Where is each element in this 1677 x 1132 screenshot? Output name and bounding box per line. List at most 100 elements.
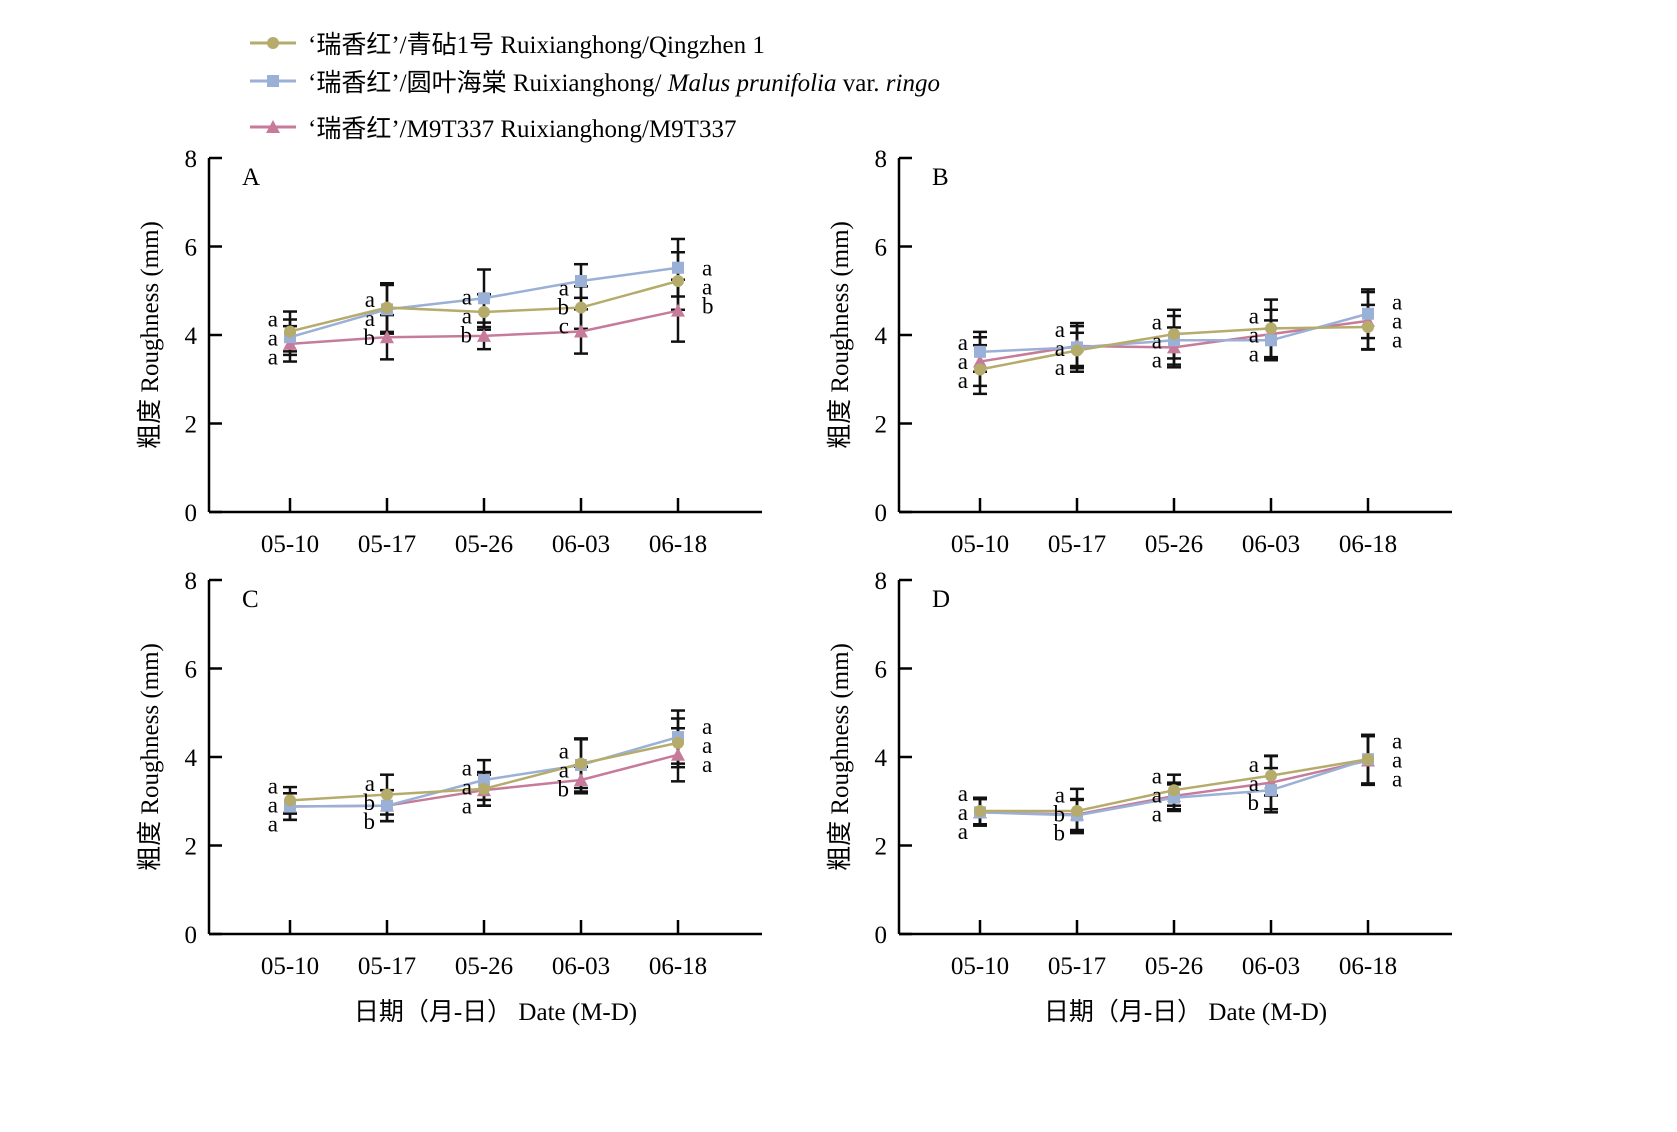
legend-item-prunifolia: ‘瑞香红’/圆叶海棠 Ruixianghong/ Malus prunifoli… <box>250 64 940 98</box>
panel-d: 0 2 4 6 8 05-10 05-17 05-26 06-03 06-18 粗度 Roughne… <box>826 568 1452 1026</box>
significance-letter: a <box>268 773 278 798</box>
x-tick-label: 05-10 <box>951 531 1009 558</box>
significance-letter: b <box>558 295 570 320</box>
significance-letter: a <box>1055 317 1065 342</box>
significance-letter: a <box>268 345 278 370</box>
x-tick-label: 05-17 <box>1048 953 1106 980</box>
data-point <box>1265 322 1277 335</box>
y-tick-label: 0 <box>185 500 198 527</box>
legend-label-qingzhen: ‘瑞香红’/青砧1号 Ruixianghong/Qingzhen 1 <box>308 25 765 61</box>
x-tick-label: 06-18 <box>649 953 707 980</box>
legend-label-part: Malus prunifolia <box>667 70 837 97</box>
x-tick-label: 05-10 <box>261 531 319 558</box>
significance-letter: a <box>958 819 968 844</box>
significance-letter: a <box>958 330 968 355</box>
significance-letter: a <box>462 303 472 328</box>
significance-letter: a <box>1392 309 1402 334</box>
data-point <box>1265 784 1277 797</box>
x-tick-label: 06-18 <box>1339 953 1397 980</box>
significance-letter: a <box>1152 348 1162 373</box>
legend-marker <box>266 120 280 133</box>
data-point <box>1265 769 1277 782</box>
y-tick-label: 4 <box>185 745 198 772</box>
data-point <box>381 799 393 812</box>
data-point <box>1362 753 1374 766</box>
data-point <box>478 782 490 795</box>
significance-letter: b <box>1054 821 1066 846</box>
data-point <box>381 301 393 314</box>
significance-letter: b <box>1248 790 1260 815</box>
data-point <box>574 773 588 787</box>
x-tick-label: 05-10 <box>261 953 319 980</box>
x-tick-label: 05-26 <box>1145 953 1203 980</box>
data-point <box>974 804 986 817</box>
panel-label: B <box>932 164 949 191</box>
legend-item-m9t337: ‘瑞香红’/M9T337 Ruixianghong/M9T337 <box>250 110 736 144</box>
y-tick-label: 2 <box>185 412 198 439</box>
significance-letter: a <box>268 326 278 351</box>
x-tick-label: 06-03 <box>1242 531 1300 558</box>
y-tick-label: 2 <box>875 834 888 861</box>
significance-letter: a <box>1249 771 1259 796</box>
significance-letter: a <box>462 774 472 799</box>
x-tick-label: 05-10 <box>951 953 1009 980</box>
y-tick-label: 2 <box>185 834 198 861</box>
significance-letter: c <box>559 314 569 339</box>
panel-a: 0 2 4 6 8 05-10 05-17 05-26 06-03 06-18 粗度 Roughne… <box>136 146 762 558</box>
y-tick-label: 6 <box>185 235 198 262</box>
data-point <box>973 354 987 368</box>
legend-label-part: var. <box>836 70 886 97</box>
x-tick-label: 06-18 <box>649 531 707 558</box>
significance-letter: a <box>958 349 968 374</box>
data-point <box>974 345 986 358</box>
significance-letter: a <box>268 792 278 817</box>
x-axis-label: 日期（月-日） Date (M-D) <box>354 998 637 1026</box>
data-point <box>477 328 491 342</box>
y-tick-label: 4 <box>185 323 198 350</box>
significance-letter: b <box>558 777 570 802</box>
panel-label: A <box>242 164 260 191</box>
legend-label-prunifolia: ‘瑞香红’/圆叶海棠 Ruixianghong/ Malus prunifoli… <box>308 63 940 99</box>
y-tick-label: 4 <box>875 323 888 350</box>
significance-letter: b <box>364 809 376 834</box>
data-point <box>1362 307 1374 320</box>
data-point <box>1362 321 1374 334</box>
legend-swatch-m9t337 <box>250 120 296 133</box>
x-tick-label: 06-03 <box>1242 953 1300 980</box>
x-tick-label: 06-03 <box>552 953 610 980</box>
x-tick-label: 05-17 <box>358 953 416 980</box>
y-tick-label: 4 <box>875 745 888 772</box>
significance-letter: a <box>1152 764 1162 789</box>
significance-letter: b <box>364 790 376 815</box>
significance-letter: b <box>364 325 376 350</box>
significance-letter: b <box>702 293 714 318</box>
significance-letter: b <box>461 322 473 347</box>
legend-marker <box>267 75 279 87</box>
significance-letter: a <box>365 771 375 796</box>
significance-letter: a <box>365 287 375 312</box>
y-tick-label: 0 <box>875 500 888 527</box>
significance-letter: a <box>462 793 472 818</box>
data-point <box>574 324 588 338</box>
legend-label-part: ‘瑞香红’/M9T337 Ruixianghong/M9T337 <box>308 116 737 143</box>
significance-letter: a <box>702 255 712 280</box>
x-tick-label: 05-17 <box>358 531 416 558</box>
legend-marker <box>267 37 279 49</box>
significance-letter: a <box>1392 290 1402 315</box>
x-tick-label: 05-26 <box>455 953 513 980</box>
significance-letter: a <box>702 752 712 777</box>
significance-letter: a <box>702 274 712 299</box>
data-point <box>381 788 393 801</box>
panel-label: D <box>932 586 950 613</box>
data-point <box>672 275 684 288</box>
y-axis-label: 粗度 Roughness (mm) <box>826 643 854 871</box>
significance-letter: a <box>702 733 712 758</box>
data-point <box>380 330 394 344</box>
significance-letter: a <box>1152 783 1162 808</box>
data-point <box>1071 344 1083 357</box>
y-tick-label: 8 <box>875 146 888 173</box>
significance-letter: a <box>1392 729 1402 754</box>
significance-letter: a <box>958 368 968 393</box>
significance-letter: b <box>1054 802 1066 827</box>
